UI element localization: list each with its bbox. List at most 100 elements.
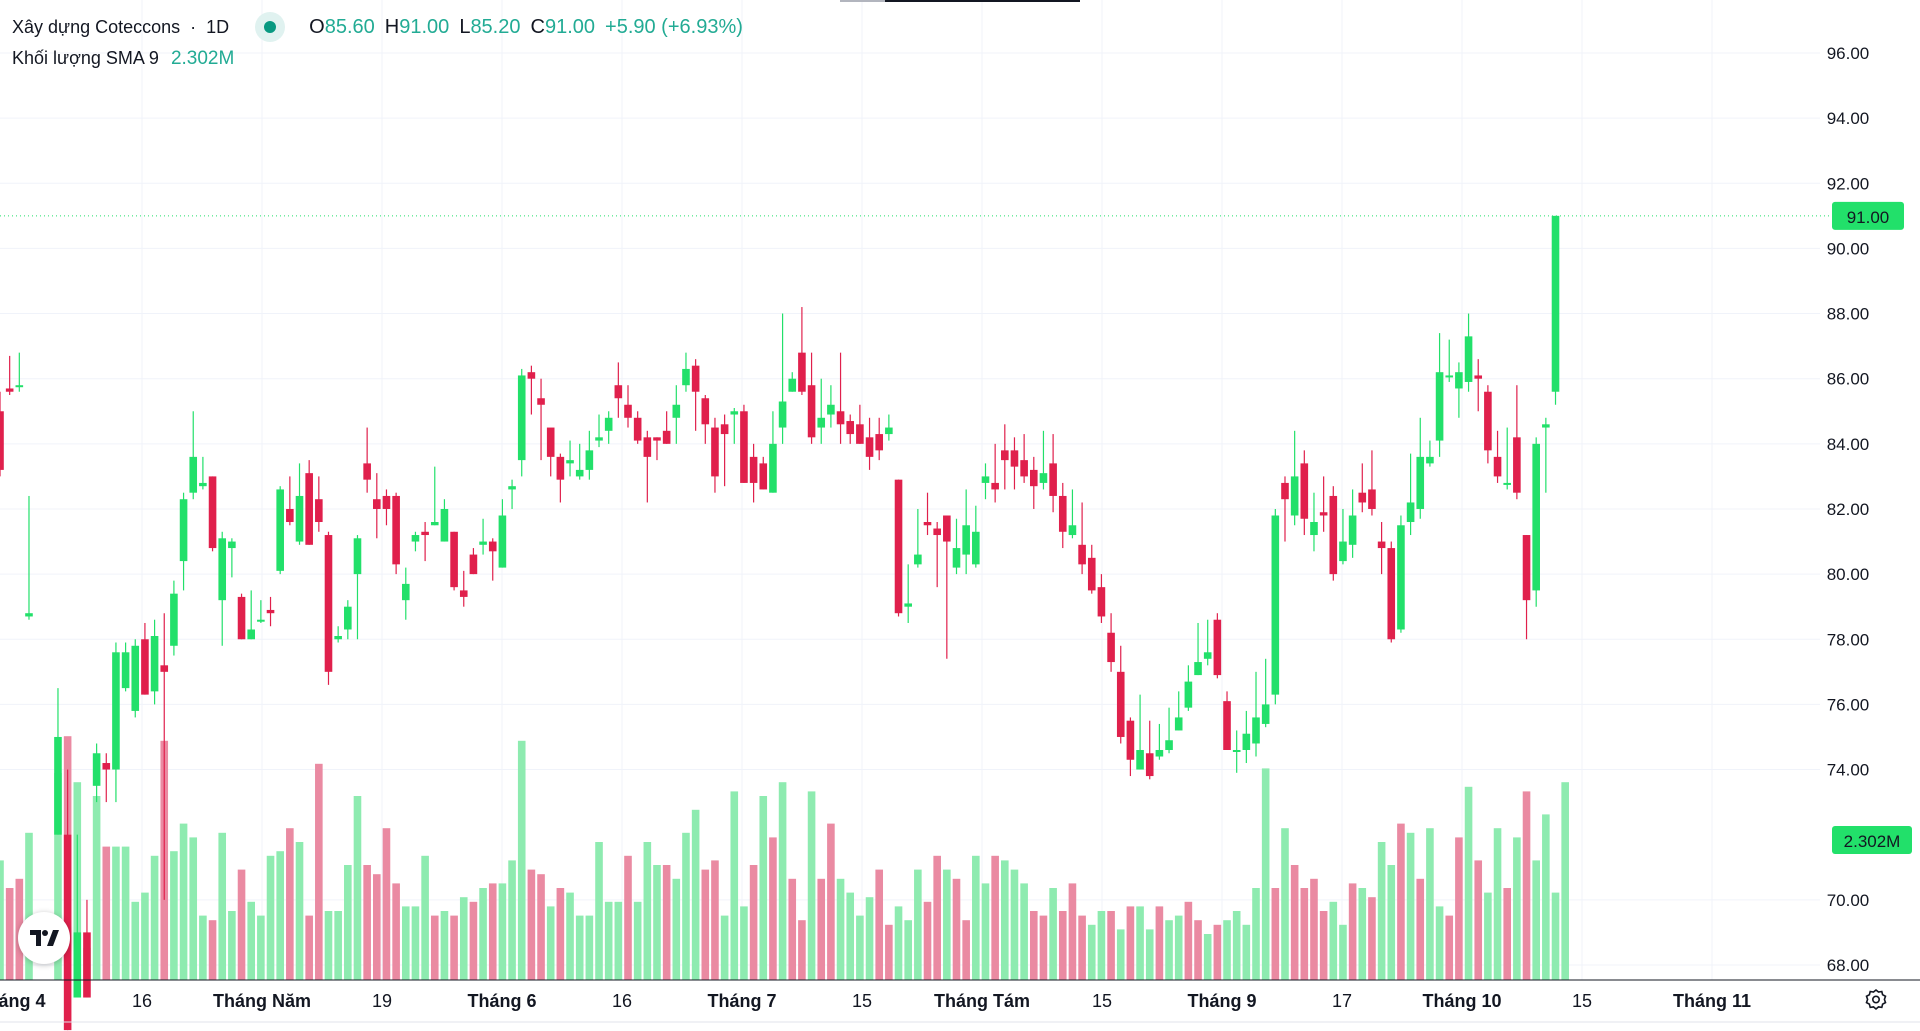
volume-bar [817, 878, 826, 980]
candle-body [885, 427, 893, 435]
interval-label[interactable]: 1D [206, 16, 230, 37]
candle-body [653, 437, 661, 441]
y-tick-label: 78.00 [1827, 630, 1870, 649]
volume-bar [1551, 892, 1560, 980]
volume-bar [353, 796, 362, 980]
candle-body [1348, 515, 1357, 545]
candle-body [691, 365, 700, 392]
volume-bar [257, 915, 265, 980]
candle-body [131, 645, 140, 711]
volume-bar [556, 888, 565, 980]
candle-body [1435, 372, 1444, 441]
volume-bar [1464, 786, 1473, 980]
x-tick-label: 17 [1332, 991, 1352, 1011]
y-tick-label: 94.00 [1827, 109, 1870, 128]
volume-value: 2.302M [170, 48, 235, 69]
candle-body [92, 753, 101, 786]
volume-bar [1184, 901, 1193, 980]
volume-bar [1155, 906, 1164, 980]
volume-bar [1213, 924, 1222, 980]
x-tick-label: 15 [1572, 991, 1592, 1011]
settings-gear-icon[interactable] [1864, 988, 1888, 1012]
volume-bar [1329, 901, 1338, 980]
volume-bar [952, 878, 961, 980]
candle-body [1039, 473, 1048, 483]
volume-bar [1377, 842, 1386, 980]
candle-body [527, 372, 536, 379]
low-value: 85.20 [470, 15, 521, 38]
y-tick-label: 88.00 [1827, 305, 1870, 324]
volume-bar [1261, 768, 1270, 980]
volume-bar [1426, 828, 1434, 980]
candle-body [1174, 717, 1183, 731]
volume-bar [1358, 888, 1367, 980]
volume-bar [1339, 924, 1347, 980]
volume-bar [54, 773, 62, 980]
candle-body [1107, 632, 1115, 663]
candle-body [1503, 482, 1512, 485]
volume-bar [778, 782, 787, 980]
volume-bar [1039, 915, 1048, 980]
candle-body [575, 469, 584, 477]
volume-bar [672, 878, 681, 980]
candle-body [1010, 450, 1019, 467]
candle-body [517, 375, 526, 461]
legend-separator: · [190, 16, 197, 37]
volume-bar [1029, 911, 1038, 980]
market-status-icon[interactable] [255, 12, 286, 42]
candle-body [469, 554, 478, 575]
candle-body [1136, 749, 1144, 770]
candle-body [624, 404, 632, 418]
candle-body [363, 463, 371, 480]
volume-bar [1271, 888, 1280, 980]
candle-body [498, 515, 507, 568]
candle-body [798, 352, 806, 392]
candle-body [121, 652, 130, 689]
candle-body [1145, 753, 1154, 777]
change-value: +5.90 (+6.93%) [605, 15, 743, 38]
candle-body [430, 522, 439, 526]
x-tick-label: 15 [852, 991, 872, 1011]
volume-bar [1310, 878, 1318, 980]
candle-body [788, 378, 797, 392]
volume-bar [1058, 911, 1067, 980]
tradingview-logo-icon[interactable] [18, 912, 70, 964]
volume-bar [324, 911, 333, 980]
volume-bar [92, 796, 101, 980]
volume-bar [1001, 860, 1009, 980]
volume-bar [972, 855, 980, 980]
candle-body [1542, 424, 1550, 428]
volume-bar [962, 920, 970, 980]
volume-bar [237, 869, 246, 980]
volume-bar [846, 892, 855, 980]
volume-bar [894, 906, 903, 980]
candle-body [266, 609, 275, 614]
volume-bar [527, 869, 536, 980]
volume-bar [121, 846, 130, 980]
x-tick-label: 15 [1092, 991, 1112, 1011]
volume-bar [1223, 920, 1231, 980]
candle-body [711, 427, 719, 477]
candle-body [1387, 548, 1396, 640]
y-tick-label: 76.00 [1827, 695, 1870, 714]
candle-body [276, 489, 284, 571]
candle-body [411, 535, 420, 542]
volume-bar [334, 911, 342, 980]
volume-bar [189, 837, 198, 980]
volume-bar [1416, 878, 1425, 980]
candle-body [1329, 495, 1338, 575]
x-tick-label: áng 4 [0, 991, 46, 1011]
candle-body [1474, 375, 1483, 379]
candle-body [1223, 701, 1231, 750]
candle-body [392, 495, 400, 565]
volume-bar [875, 869, 884, 980]
volume-bar [653, 865, 661, 980]
candle-body [759, 463, 768, 490]
volume-bar [1049, 888, 1057, 980]
volume-bar [1561, 782, 1569, 980]
symbol-name[interactable]: Xây dựng Coteccons [12, 16, 181, 37]
volume-label[interactable]: Khối lượng SMA 9 [12, 48, 159, 68]
candle-body [740, 411, 748, 483]
volume-bar [1126, 906, 1135, 980]
